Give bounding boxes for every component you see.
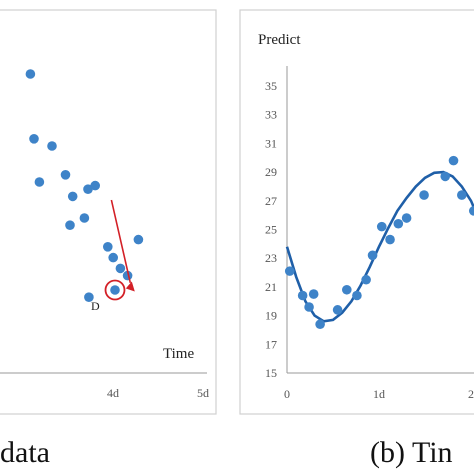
left-panel-frame xyxy=(0,9,217,415)
right-point-16 xyxy=(448,155,459,166)
right-point-2 xyxy=(304,302,314,312)
left-point-9 xyxy=(79,213,90,223)
left-point-4 xyxy=(60,170,71,180)
left-x-tick-1: 5d xyxy=(197,386,209,400)
right-point-13 xyxy=(401,213,412,223)
right-point-11 xyxy=(385,234,395,245)
left-point-10 xyxy=(103,242,113,252)
right-y-tick-labels: 15 17 19 21 23 25 27 29 31 33 35 xyxy=(265,79,277,380)
right-point-1 xyxy=(297,290,308,301)
left-x-tick-0: 4d xyxy=(107,386,119,400)
right-y-tick-8: 31 xyxy=(265,136,277,150)
right-point-8 xyxy=(361,274,371,285)
right-y-tick-1: 17 xyxy=(265,337,277,351)
left-highlight-group: D xyxy=(91,199,135,313)
right-point-14 xyxy=(419,190,429,200)
highlight-ring xyxy=(104,279,126,301)
right-point-17 xyxy=(457,190,467,200)
right-y-axis-label: Predict xyxy=(258,32,301,48)
right-point-10 xyxy=(376,221,387,232)
right-panel-frame xyxy=(239,9,474,415)
right-point-0 xyxy=(284,266,295,276)
right-x-tick-0: 0 xyxy=(284,387,290,401)
left-point-0 xyxy=(25,69,36,79)
left-point-6 xyxy=(83,184,93,194)
right-y-tick-10: 35 xyxy=(265,79,277,93)
left-point-1 xyxy=(29,134,39,144)
left-x-tick-labels: 4d 5d xyxy=(107,386,209,400)
left-point-8 xyxy=(65,220,75,230)
right-point-15 xyxy=(440,171,451,182)
right-y-tick-9: 33 xyxy=(265,108,277,122)
right-point-6 xyxy=(342,284,352,295)
left-point-11 xyxy=(108,252,118,263)
left-x-axis-label: Time xyxy=(163,346,194,362)
right-y-tick-3: 21 xyxy=(265,280,277,294)
right-y-tick-5: 25 xyxy=(265,223,277,237)
right-y-tick-0: 15 xyxy=(265,366,277,380)
right-y-tick-2: 19 xyxy=(265,309,277,323)
left-point-5 xyxy=(67,191,78,202)
right-y-tick-7: 29 xyxy=(265,165,277,179)
right-x-tick-labels: 0 1d 2 xyxy=(284,387,474,401)
left-point-12 xyxy=(115,263,126,274)
right-scatter-points xyxy=(284,155,474,330)
right-point-7 xyxy=(352,290,362,301)
right-point-3 xyxy=(308,289,319,299)
left-point-3 xyxy=(47,141,57,151)
highlight-label: D xyxy=(91,299,100,313)
right-point-5 xyxy=(332,305,343,315)
right-y-tick-6: 27 xyxy=(265,194,277,208)
right-x-tick-2: 2 xyxy=(468,387,474,401)
right-caption: (b) Tin xyxy=(370,436,453,469)
right-point-4 xyxy=(315,319,325,330)
left-caption: data xyxy=(0,436,50,469)
right-point-9 xyxy=(367,250,378,261)
trend-arrow-shaft xyxy=(110,199,132,283)
left-point-7 xyxy=(90,180,100,191)
right-point-12 xyxy=(393,218,404,229)
left-point-15 xyxy=(84,292,94,303)
right-x-tick-1: 1d xyxy=(373,387,385,401)
left-scatter-points xyxy=(25,69,144,303)
right-y-tick-4: 23 xyxy=(265,251,277,265)
left-point-14 xyxy=(133,234,144,245)
left-point-2 xyxy=(34,177,45,187)
right-fit-curve xyxy=(285,170,474,323)
left-point-highlighted xyxy=(110,285,120,295)
trend-arrow-head xyxy=(125,281,135,292)
right-point-18 xyxy=(468,206,474,216)
